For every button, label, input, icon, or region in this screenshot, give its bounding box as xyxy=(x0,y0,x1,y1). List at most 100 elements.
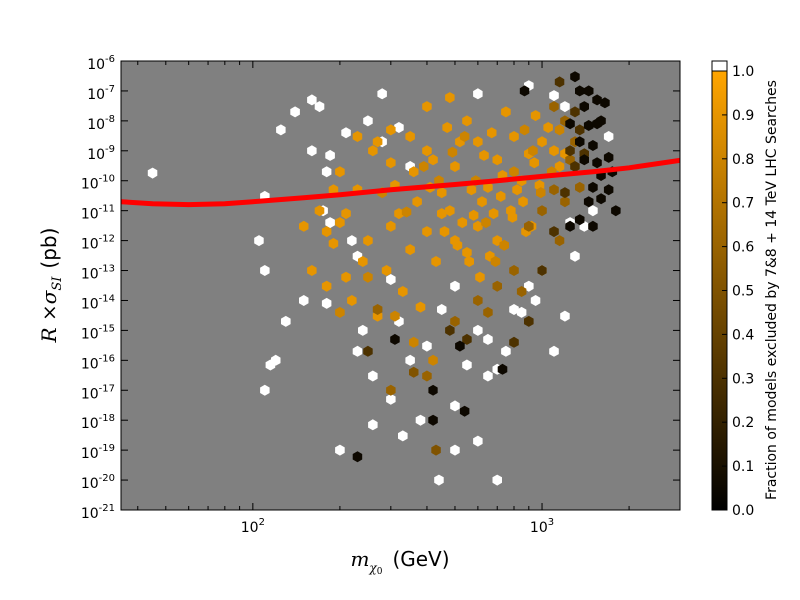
hexbin-cell xyxy=(583,120,594,131)
hexbin-cell xyxy=(554,124,565,136)
hexbin-cell xyxy=(398,430,408,442)
hexbin-cell xyxy=(276,124,286,136)
y-tick-label: 10-6 xyxy=(87,54,115,73)
hexbin-cell xyxy=(570,250,580,262)
hexbin-cell xyxy=(487,127,497,139)
hexbin-cell xyxy=(501,106,511,118)
colorbar-tick-label: 0.5 xyxy=(732,284,754,300)
hexbin-cell xyxy=(321,166,332,178)
hexbin-cell xyxy=(321,280,332,292)
hexbin-cell xyxy=(307,265,317,276)
hexbin-cell xyxy=(462,359,472,371)
hexbin-cell xyxy=(499,239,509,251)
hexbin-cell xyxy=(368,145,378,157)
hexbin-cell xyxy=(462,247,472,258)
hexbin-cell xyxy=(530,110,541,122)
colorbar-tick-label: 0.6 xyxy=(732,240,754,256)
hexbin-cell xyxy=(529,157,539,169)
hexbin-cell xyxy=(554,76,565,88)
hexbin-cell xyxy=(519,124,530,136)
y-tick-label: 10-13 xyxy=(81,264,115,283)
hexbin-cell xyxy=(603,131,614,142)
hexbin-cell xyxy=(314,205,325,217)
hexbin-cell xyxy=(560,196,570,208)
hexbin-cell xyxy=(437,187,447,199)
colorbar-label: Fraction of models excluded by 7&8 + 14 … xyxy=(764,80,780,500)
y-tick-label: 10-16 xyxy=(81,353,115,372)
hexbin-cell xyxy=(452,239,463,251)
hexbin-cell xyxy=(368,370,378,382)
hexbin-cell xyxy=(509,336,519,348)
hexbin-cell xyxy=(483,181,493,193)
hexbin-cell xyxy=(560,310,570,322)
hexbin-cell xyxy=(419,161,429,172)
hexbin-cell xyxy=(570,71,580,83)
hexbin-cell xyxy=(490,256,501,267)
hexbin-cell xyxy=(314,101,325,113)
hexbin-cell xyxy=(575,214,585,226)
x-tick-label: 103 xyxy=(530,517,554,536)
hexbin-cell xyxy=(405,354,415,366)
hexbin-cell xyxy=(549,226,559,238)
hexbin-cell xyxy=(386,274,396,285)
hexbin-cell xyxy=(475,271,485,283)
hexbin-cell xyxy=(570,106,580,118)
y-axis: 10-6 10-7 10-8 10-9 10-10 10-11 10-12 10-13 10-1… xyxy=(81,54,680,522)
hexbin-cell xyxy=(437,304,447,315)
y-axis-label: R ×σSI(pb) xyxy=(37,228,65,344)
hexbin-cell xyxy=(445,205,455,217)
hexbin-cell xyxy=(428,154,438,166)
hexbin-cell xyxy=(260,384,270,396)
hexbin-cell xyxy=(466,184,477,196)
colorbar-tick-label: 0.7 xyxy=(732,196,754,212)
hexbin-cell xyxy=(381,265,392,276)
hexbin-cell xyxy=(507,211,518,223)
colorbar-tick-label: 1.0 xyxy=(732,64,754,80)
hexbin-layer xyxy=(147,71,621,486)
hexbin-cell xyxy=(405,131,415,142)
hexbin-cell xyxy=(592,118,602,130)
hexbin-cell xyxy=(496,190,506,202)
hexbin-cell xyxy=(457,217,468,229)
hexbin-cell xyxy=(335,217,345,229)
hexbin-cell xyxy=(483,333,493,345)
hexbin-cell xyxy=(560,187,570,199)
colorbar-tick-label: 0.0 xyxy=(732,503,754,519)
hexbin-cell xyxy=(603,151,614,163)
hexbin-cell xyxy=(583,196,594,208)
plot-frame xyxy=(120,60,681,511)
colorbar-over-patch xyxy=(711,60,728,72)
hexbin-cell xyxy=(335,306,345,318)
hexbin-cell xyxy=(428,414,438,426)
hexbin-cell xyxy=(434,474,444,486)
x-axis-label: mχ0(GeV) xyxy=(350,547,449,577)
colorbar-tick-label: 0.2 xyxy=(732,415,754,431)
y-tick-label: 10-19 xyxy=(81,443,115,462)
hexbin-cell xyxy=(600,97,610,109)
hexbin-cell xyxy=(299,220,309,232)
hexbin-cell xyxy=(570,161,580,172)
hexbin-cell xyxy=(524,220,534,232)
hexbin-cell xyxy=(358,324,368,336)
hexbin-cell xyxy=(363,271,373,283)
hexbin-cell xyxy=(560,101,570,113)
hexbin-cell xyxy=(439,226,450,238)
hexbin-cell xyxy=(431,256,441,267)
hexbin-cell xyxy=(565,220,575,232)
hexbin-cell xyxy=(328,184,339,196)
hexbin-cell xyxy=(415,301,426,313)
y-tick-label: 10-18 xyxy=(81,413,115,432)
hexbin-cell xyxy=(299,295,309,306)
hexbin-cell xyxy=(281,315,291,327)
y-tick-label: 10-11 xyxy=(81,204,115,223)
hexbin-cell xyxy=(335,166,345,178)
hexbin-cell xyxy=(390,310,400,322)
hexbin-cell xyxy=(583,85,594,97)
hexbin-cell xyxy=(386,220,396,232)
hexbin-cell xyxy=(347,235,357,247)
hexbin-cell xyxy=(409,336,419,348)
hexbin-cell xyxy=(363,235,373,247)
hexbin-cell xyxy=(524,315,534,327)
hexbin-cell xyxy=(473,136,483,148)
hexbin-cell xyxy=(579,101,589,113)
